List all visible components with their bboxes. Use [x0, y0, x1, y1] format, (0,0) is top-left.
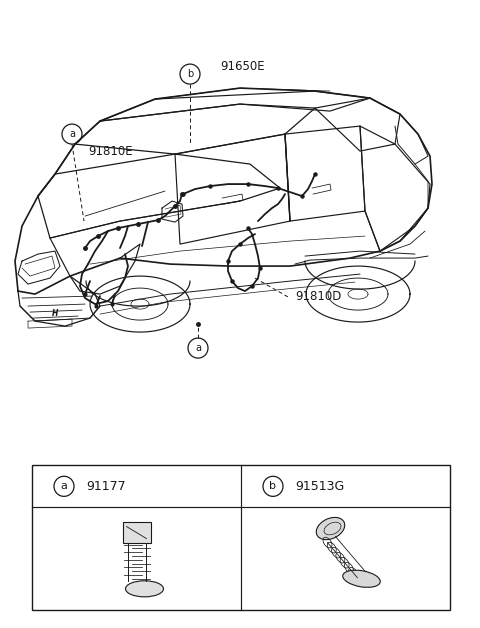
Ellipse shape	[125, 581, 164, 597]
Text: 91513G: 91513G	[295, 480, 344, 493]
Ellipse shape	[343, 570, 380, 587]
Text: 91650E: 91650E	[220, 60, 264, 73]
Text: 91177: 91177	[86, 480, 126, 493]
Text: 91810D: 91810D	[295, 290, 341, 303]
Text: 91810E: 91810E	[88, 144, 132, 158]
Text: a: a	[195, 343, 201, 353]
Text: b: b	[187, 69, 193, 79]
Text: a: a	[69, 129, 75, 139]
Text: H: H	[52, 308, 58, 318]
Ellipse shape	[316, 517, 345, 539]
Text: a: a	[60, 481, 67, 491]
Bar	[122, 522, 151, 543]
Bar	[32, 465, 450, 610]
Text: b: b	[269, 481, 276, 491]
